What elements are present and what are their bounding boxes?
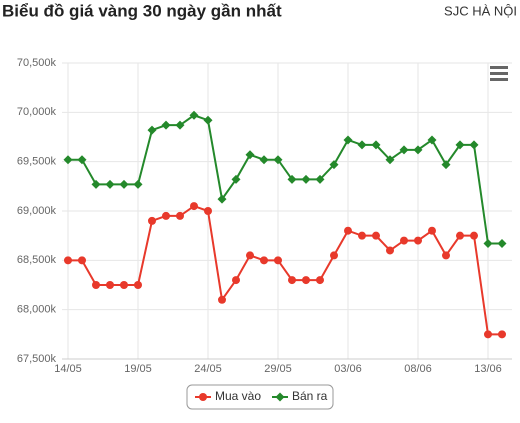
point — [413, 145, 423, 155]
x-tick-label: 08/06 — [404, 363, 432, 375]
y-tick-label: 68,500k — [17, 254, 57, 266]
point — [357, 140, 367, 150]
point — [64, 256, 72, 265]
point — [385, 155, 395, 165]
chart-subtitle: SJC HÀ NỘI — [444, 3, 517, 18]
point — [315, 174, 325, 184]
point — [316, 276, 324, 285]
point — [204, 207, 212, 215]
point — [134, 281, 142, 289]
point — [329, 160, 339, 170]
point — [455, 140, 465, 150]
point — [287, 174, 297, 184]
point — [273, 155, 283, 165]
point — [358, 231, 366, 240]
point — [203, 115, 213, 125]
point — [91, 179, 101, 189]
point — [442, 251, 450, 260]
point — [274, 256, 282, 265]
y-tick-label: 69,000k — [17, 205, 57, 217]
point — [372, 231, 380, 240]
point — [497, 239, 507, 249]
point — [302, 276, 310, 285]
point — [441, 160, 451, 170]
point — [260, 256, 268, 265]
x-tick-label: 14/05 — [54, 363, 82, 375]
point — [190, 202, 198, 211]
point — [78, 256, 86, 265]
point — [218, 295, 226, 304]
point — [483, 239, 493, 249]
point — [119, 179, 129, 189]
point — [105, 179, 115, 189]
point — [427, 135, 437, 145]
point — [231, 174, 241, 184]
point — [456, 231, 464, 240]
x-tick-label: 29/05 — [264, 363, 292, 375]
x-tick-label: 24/05 — [194, 363, 222, 375]
chart-title: Biểu đồ giá vàng 30 ngày gần nhất — [2, 1, 282, 20]
point — [161, 120, 171, 130]
point — [148, 216, 156, 225]
point — [245, 150, 255, 160]
menu-button[interactable] — [490, 66, 508, 81]
legend-label: Mua vào — [215, 389, 261, 403]
legend-label: Bán ra — [292, 389, 328, 403]
y-tick-label: 68,000k — [17, 304, 57, 316]
point — [399, 145, 409, 155]
point — [162, 211, 170, 220]
point — [63, 155, 73, 165]
legend-marker — [275, 392, 285, 402]
point — [330, 251, 338, 260]
point — [498, 330, 506, 339]
point — [246, 251, 254, 260]
y-tick-label: 70,000k — [17, 106, 57, 118]
legend-marker — [199, 393, 207, 401]
y-tick-label: 70,500k — [17, 57, 57, 69]
point — [175, 120, 185, 130]
point — [400, 236, 408, 245]
point — [288, 276, 296, 285]
x-tick-label: 13/06 — [474, 363, 502, 375]
legend-box — [186, 384, 334, 410]
point — [428, 226, 436, 235]
point — [386, 246, 394, 255]
point — [189, 110, 199, 120]
point — [344, 226, 352, 235]
point — [301, 174, 311, 184]
menu-bar — [490, 66, 508, 69]
y-tick-label: 69,500k — [17, 156, 57, 168]
menu-bar — [490, 78, 508, 81]
legend-item[interactable]: Bán ra — [272, 389, 328, 403]
point — [414, 236, 422, 245]
point — [343, 135, 353, 145]
point — [484, 330, 492, 339]
menu-bar — [490, 72, 508, 75]
point — [371, 140, 381, 150]
point — [176, 211, 184, 220]
point — [259, 155, 269, 165]
point — [469, 140, 479, 150]
x-tick-label: 03/06 — [334, 363, 362, 375]
x-tick-label: 19/05 — [124, 363, 152, 375]
y-tick-label: 67,500k — [17, 353, 57, 365]
point — [106, 281, 114, 289]
point — [92, 281, 100, 289]
legend-item[interactable]: Mua vào — [195, 389, 261, 403]
series-line — [68, 114, 502, 245]
point — [133, 179, 143, 189]
point — [120, 281, 128, 289]
point — [77, 155, 87, 165]
point — [470, 231, 478, 240]
point — [147, 125, 157, 135]
point — [232, 276, 240, 285]
series-line — [68, 204, 502, 336]
point — [217, 194, 227, 204]
